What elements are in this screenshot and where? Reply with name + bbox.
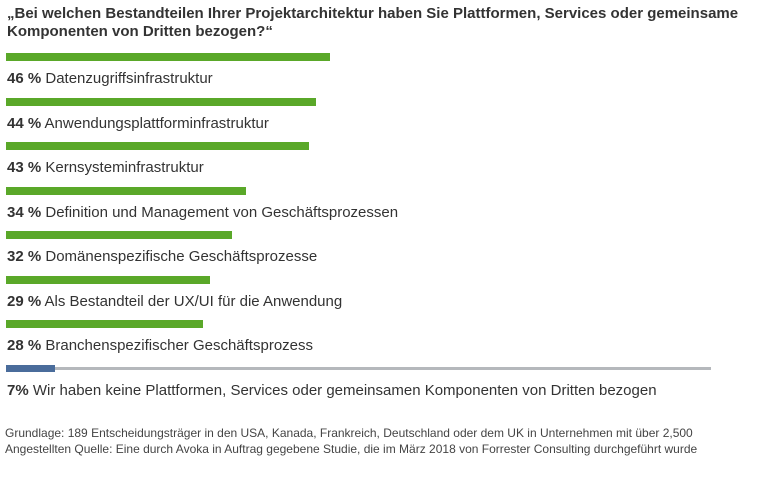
bar bbox=[6, 231, 232, 239]
bar-label: 46 % Datenzugriffsinfrastruktur bbox=[7, 70, 213, 88]
bar-label: 44 % Anwendungsplattforminfrastruktur bbox=[7, 115, 269, 133]
chart-title: „Bei welchen Bestandteilen Ihrer Projekt… bbox=[7, 5, 739, 40]
bar-category-label: Als Bestandteil der UX/UI für die Anwend… bbox=[41, 293, 343, 310]
bar-value-label: 44 % bbox=[7, 115, 42, 132]
bar-label: 34 % Definition und Management von Gesch… bbox=[7, 204, 398, 222]
bar-value-label: 29 % bbox=[7, 293, 42, 310]
bar bbox=[6, 142, 309, 150]
bar bbox=[6, 320, 203, 328]
bar-value-label: 32 % bbox=[7, 248, 42, 265]
bar-category-label: Definition und Management von Geschäftsp… bbox=[41, 204, 399, 221]
bar-category-label: Branchenspezifischer Geschäftsprozess bbox=[41, 337, 313, 354]
bar-track bbox=[6, 367, 711, 370]
bar-label: 7% Wir haben keine Plattformen, Services… bbox=[7, 382, 657, 400]
bar-category-label: Kernsysteminfrastruktur bbox=[41, 159, 204, 176]
bar-label: 29 % Als Bestandteil der UX/UI für die A… bbox=[7, 293, 342, 311]
bar-value-label: 46 % bbox=[7, 70, 42, 87]
bar bbox=[6, 365, 55, 372]
bar bbox=[6, 98, 316, 106]
bar-label: 28 % Branchenspezifischer Geschäftsproze… bbox=[7, 337, 313, 355]
bar-value-label: 34 % bbox=[7, 204, 42, 221]
bar-label: 32 % Domänenspezifische Geschäftsprozess… bbox=[7, 248, 317, 266]
bar-value-label: 43 % bbox=[7, 159, 42, 176]
bar-chart: 46 % Datenzugriffsinfrastruktur 44 % Anwe… bbox=[6, 53, 711, 400]
bar-category-label: Anwendungsplattforminfrastruktur bbox=[41, 115, 269, 132]
bar-category-label: Wir haben keine Plattformen, Services od… bbox=[28, 382, 657, 399]
source-footnote: Grundlage: 189 Entscheidungsträger in de… bbox=[5, 426, 698, 456]
bar-value-label: 7% bbox=[7, 382, 29, 399]
bar-category-label: Datenzugriffsinfrastruktur bbox=[41, 70, 213, 87]
bar-category-label: Domänenspezifische Geschäftsprozesse bbox=[41, 248, 318, 265]
bar-label: 43 % Kernsysteminfrastruktur bbox=[7, 159, 204, 177]
bar-value-label: 28 % bbox=[7, 337, 42, 354]
bar bbox=[6, 53, 330, 61]
bar bbox=[6, 276, 210, 284]
bar bbox=[6, 187, 246, 195]
